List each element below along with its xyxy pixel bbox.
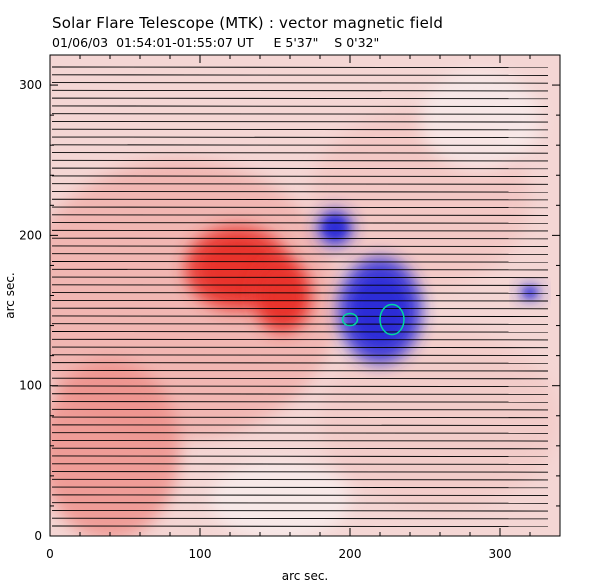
vector-row	[51, 424, 549, 426]
vector-row	[51, 253, 549, 255]
vector-row	[51, 502, 549, 504]
vector-row	[51, 447, 549, 450]
vector-row	[51, 517, 549, 520]
vector-row	[51, 331, 549, 333]
vector-row	[51, 183, 549, 185]
vector-row	[51, 455, 549, 458]
vector-row	[51, 167, 549, 170]
figure-title: Solar Flare Telescope (MTK) : vector mag…	[52, 14, 444, 32]
vector-row	[51, 144, 549, 146]
y-tick-label: 300	[19, 78, 42, 92]
vector-row	[51, 284, 549, 286]
region-core-negative-small-east	[523, 287, 537, 298]
x-tick-label: 200	[339, 547, 362, 561]
x-tick-label: 0	[46, 547, 54, 561]
vector-row	[51, 509, 549, 512]
magnetogram-image	[50, 55, 560, 536]
vector-row	[51, 393, 549, 395]
vector-row	[51, 338, 549, 341]
vector-row	[51, 525, 549, 528]
contour-umbra-large	[379, 303, 405, 336]
contour-umbra-small	[341, 312, 359, 327]
x-tick-label: 300	[489, 547, 512, 561]
vector-row	[51, 159, 549, 162]
vector-row	[51, 136, 549, 139]
vector-row	[51, 486, 549, 489]
vector-row	[51, 299, 549, 302]
vector-row	[51, 105, 549, 107]
vector-row	[51, 401, 549, 403]
vector-row	[51, 377, 549, 380]
vector-row	[51, 315, 549, 317]
vector-row	[51, 121, 549, 123]
vector-row	[51, 152, 549, 154]
y-tick-label: 200	[19, 228, 42, 242]
vector-row	[51, 432, 549, 434]
vector-row	[51, 362, 549, 364]
vector-row	[51, 229, 549, 232]
region-core-positive-core	[206, 243, 269, 294]
vector-row	[51, 463, 549, 465]
region-core-negative-north	[324, 217, 346, 239]
vector-row	[51, 323, 549, 325]
vector-row	[51, 471, 549, 473]
vector-row	[51, 354, 549, 356]
y-tick-label: 0	[34, 529, 42, 543]
region-core-positive-east	[264, 272, 301, 319]
y-axis-label: arc sec.	[3, 272, 17, 318]
vector-row	[51, 346, 549, 349]
vector-row	[51, 206, 549, 209]
vector-row	[51, 478, 549, 481]
vector-row	[51, 307, 549, 310]
vector-row	[51, 74, 549, 76]
vector-row	[51, 494, 549, 496]
figure-subtitle: 01/06/03 01:54:01-01:55:07 UT E 5'37" S …	[52, 35, 380, 50]
vector-row	[51, 439, 549, 442]
vector-row	[51, 113, 549, 115]
vector-row	[51, 261, 549, 263]
vector-row	[51, 128, 549, 131]
vector-row	[51, 198, 549, 201]
vector-row	[51, 214, 549, 216]
vector-row	[51, 268, 549, 271]
y-tick-label: 100	[19, 379, 42, 393]
vector-row	[51, 82, 549, 84]
vector-row	[51, 89, 549, 92]
vector-row	[51, 237, 549, 240]
vector-row	[51, 175, 549, 177]
x-axis-label: arc sec.	[282, 569, 328, 583]
vector-row	[51, 385, 549, 388]
vector-row	[51, 408, 549, 411]
vector-row	[51, 66, 549, 69]
vector-row	[51, 222, 549, 224]
vector-row	[51, 276, 549, 279]
vector-row	[51, 191, 549, 193]
vector-row	[51, 292, 549, 294]
vector-row	[51, 369, 549, 372]
vector-row	[51, 416, 549, 419]
vector-row	[51, 97, 549, 100]
region-core-negative-core	[354, 278, 406, 343]
x-tick-label: 100	[189, 547, 212, 561]
vector-row	[51, 245, 549, 247]
